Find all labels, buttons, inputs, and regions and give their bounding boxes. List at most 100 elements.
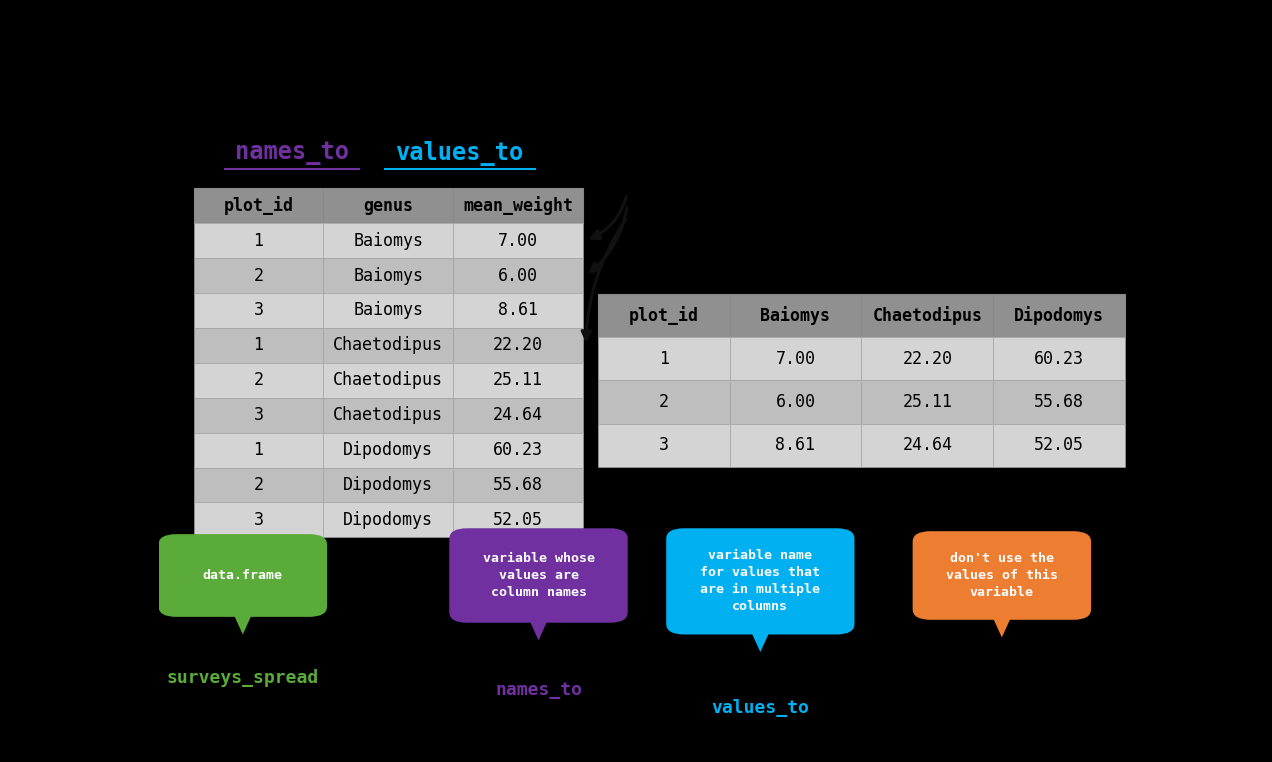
Text: variable name
for values that
are in multiple
columns: variable name for values that are in mul… [701,549,820,613]
Text: 52.05: 52.05 [1034,437,1084,454]
FancyBboxPatch shape [730,337,861,380]
Text: variable whose
values are
column names: variable whose values are column names [482,552,594,599]
FancyBboxPatch shape [453,468,583,502]
FancyBboxPatch shape [449,528,628,623]
FancyBboxPatch shape [453,258,583,293]
FancyBboxPatch shape [193,188,323,223]
FancyBboxPatch shape [730,294,861,337]
FancyBboxPatch shape [598,294,730,337]
Text: 3: 3 [253,511,263,529]
Text: 7.00: 7.00 [499,232,538,250]
FancyBboxPatch shape [453,328,583,363]
FancyBboxPatch shape [193,293,323,328]
Text: 24.64: 24.64 [902,437,953,454]
FancyBboxPatch shape [193,328,323,363]
Text: 24.64: 24.64 [494,406,543,424]
Text: values_to: values_to [711,699,809,717]
Text: 6.00: 6.00 [499,267,538,284]
FancyBboxPatch shape [598,424,730,467]
FancyBboxPatch shape [323,258,453,293]
Text: genus: genus [364,197,413,215]
FancyBboxPatch shape [993,337,1124,380]
FancyBboxPatch shape [323,363,453,398]
Text: 60.23: 60.23 [494,441,543,459]
Text: Baiomys: Baiomys [354,267,424,284]
Text: mean_weight: mean_weight [463,197,572,215]
Polygon shape [990,610,1015,637]
Text: 2: 2 [253,476,263,494]
Text: data.frame: data.frame [202,569,282,582]
Text: 1: 1 [253,336,263,354]
FancyBboxPatch shape [323,223,453,258]
Text: 3: 3 [253,406,263,424]
Text: Baiomys: Baiomys [354,302,424,319]
FancyBboxPatch shape [598,380,730,424]
Polygon shape [230,607,256,635]
FancyBboxPatch shape [193,433,323,468]
FancyBboxPatch shape [453,188,583,223]
Text: 55.68: 55.68 [494,476,543,494]
FancyBboxPatch shape [323,502,453,537]
FancyBboxPatch shape [861,424,993,467]
FancyBboxPatch shape [730,424,861,467]
Text: 3: 3 [253,302,263,319]
Text: Dipodomys: Dipodomys [343,476,434,494]
FancyBboxPatch shape [993,380,1124,424]
Text: Baiomys: Baiomys [354,232,424,250]
Text: surveys_spread: surveys_spread [167,670,319,687]
Text: 6.00: 6.00 [776,393,815,411]
FancyBboxPatch shape [193,398,323,433]
FancyBboxPatch shape [667,528,855,635]
Text: names_to: names_to [495,681,583,700]
FancyBboxPatch shape [453,293,583,328]
Text: plot_id: plot_id [628,306,698,325]
FancyBboxPatch shape [323,328,453,363]
Text: Dipodomys: Dipodomys [1014,306,1104,325]
Text: Chaetodipus: Chaetodipus [333,336,443,354]
FancyBboxPatch shape [323,293,453,328]
Text: 8.61: 8.61 [499,302,538,319]
FancyBboxPatch shape [193,363,323,398]
FancyBboxPatch shape [861,337,993,380]
Text: Dipodomys: Dipodomys [343,511,434,529]
FancyBboxPatch shape [159,534,327,617]
FancyBboxPatch shape [598,337,730,380]
Text: Chaetodipus: Chaetodipus [873,306,982,325]
Text: plot_id: plot_id [224,197,294,215]
FancyBboxPatch shape [453,363,583,398]
Text: 3: 3 [659,437,669,454]
FancyBboxPatch shape [453,502,583,537]
Text: don't use the
values of this
variable: don't use the values of this variable [946,552,1058,599]
Text: Baiomys: Baiomys [761,306,831,325]
Text: 22.20: 22.20 [902,350,953,368]
Text: values_to: values_to [396,140,524,165]
Text: 1: 1 [253,441,263,459]
Text: 1: 1 [253,232,263,250]
FancyBboxPatch shape [323,188,453,223]
FancyBboxPatch shape [993,424,1124,467]
Text: 52.05: 52.05 [494,511,543,529]
Text: 7.00: 7.00 [776,350,815,368]
FancyBboxPatch shape [323,433,453,468]
FancyBboxPatch shape [323,468,453,502]
Polygon shape [525,612,551,640]
FancyBboxPatch shape [323,398,453,433]
FancyBboxPatch shape [193,258,323,293]
FancyBboxPatch shape [453,223,583,258]
FancyBboxPatch shape [453,398,583,433]
Text: Chaetodipus: Chaetodipus [333,406,443,424]
Text: 22.20: 22.20 [494,336,543,354]
Text: Chaetodipus: Chaetodipus [333,371,443,389]
FancyBboxPatch shape [193,468,323,502]
Text: 2: 2 [253,267,263,284]
Text: 2: 2 [659,393,669,411]
Text: 60.23: 60.23 [1034,350,1084,368]
FancyBboxPatch shape [912,531,1091,620]
Polygon shape [748,624,773,652]
Text: 55.68: 55.68 [1034,393,1084,411]
Text: names_to: names_to [235,141,349,165]
FancyBboxPatch shape [193,223,323,258]
FancyBboxPatch shape [861,380,993,424]
Text: 1: 1 [659,350,669,368]
FancyBboxPatch shape [453,433,583,468]
